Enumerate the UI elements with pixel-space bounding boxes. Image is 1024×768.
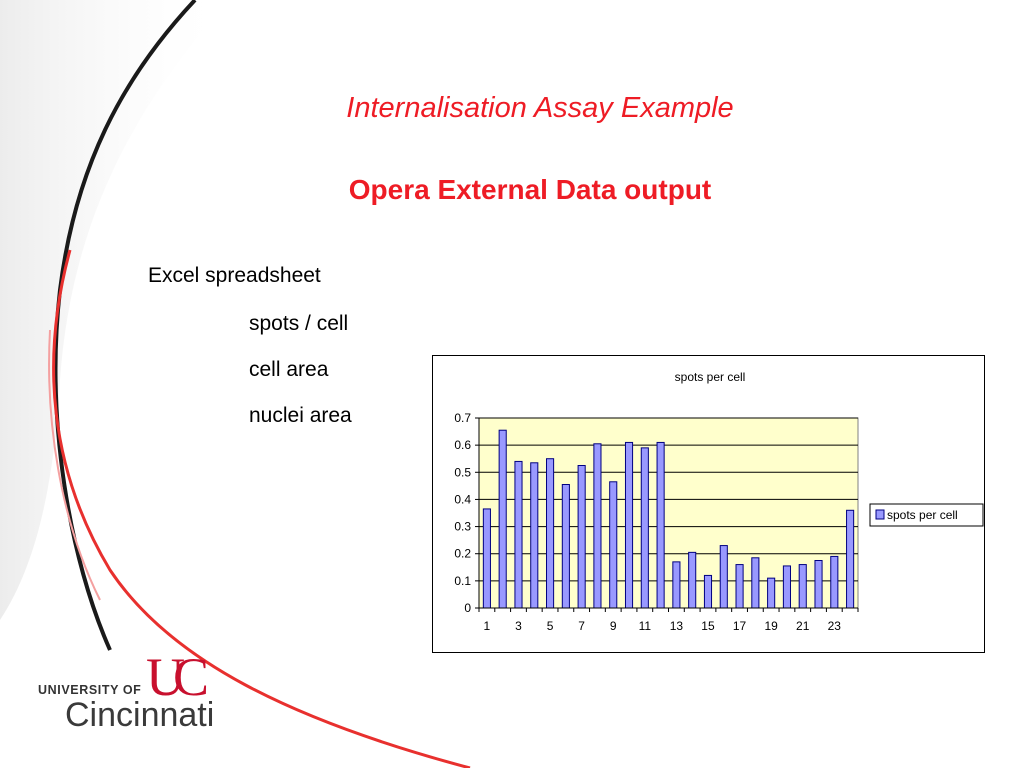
bullet-item: nuclei area <box>249 404 352 427</box>
x-tick-label: 15 <box>701 619 715 633</box>
bullet-item: spots / cell <box>249 312 349 335</box>
bar <box>530 462 539 609</box>
bar <box>672 561 681 609</box>
x-tick-label: 3 <box>515 619 522 633</box>
legend-swatch <box>875 509 885 520</box>
university-logo: UNIVERSITY OF Cincinnati UC <box>38 647 219 734</box>
bar <box>624 441 634 609</box>
axes <box>478 418 858 609</box>
logo-university-of: UNIVERSITY OF <box>38 683 141 697</box>
legend-label: spots per cell <box>887 508 958 522</box>
x-tick-label: 9 <box>610 619 617 633</box>
x-tick-label: 11 <box>639 619 652 633</box>
bar <box>830 555 839 609</box>
bars <box>482 429 855 609</box>
x-tick-label: 19 <box>764 619 778 633</box>
x-tick-label: 21 <box>796 619 810 633</box>
bar <box>498 429 507 609</box>
logo-cincinnati: Cincinnati <box>65 696 214 734</box>
bar <box>640 447 649 609</box>
x-axis-ticks: 1 3 5 7 9 11 13 15 17 19 21 23 <box>478 608 859 633</box>
x-tick-label: 7 <box>578 619 585 633</box>
chart-title: spots per cell <box>675 370 746 384</box>
bar <box>514 460 523 609</box>
bar <box>751 557 760 609</box>
bullet-item: cell area <box>249 358 329 381</box>
bar <box>782 565 791 609</box>
bar <box>798 564 807 609</box>
y-tick-label: 0.5 <box>454 465 471 479</box>
x-tick-label: 1 <box>484 619 491 633</box>
bar <box>593 443 602 609</box>
legend-box <box>869 503 984 527</box>
bar <box>656 441 665 609</box>
bar <box>719 545 728 609</box>
y-tick-label: 0.1 <box>454 574 471 588</box>
bar <box>546 458 555 609</box>
bar <box>577 465 586 609</box>
y-axis-ticks: 0 0.1 0.2 0.3 0.4 0.5 0.6 0.7 <box>454 411 479 615</box>
y-tick-label: 0 <box>464 601 471 615</box>
bar <box>609 481 618 609</box>
y-tick-label: 0.2 <box>454 547 471 561</box>
bar <box>767 577 776 609</box>
slide-subtitle: Opera External Data output <box>348 174 712 205</box>
bar <box>703 574 713 609</box>
x-tick-label: 23 <box>828 619 842 633</box>
x-tick-label: 17 <box>733 619 747 633</box>
slide-title: Internalisation Assay Example <box>346 92 734 124</box>
bar <box>561 484 570 609</box>
bar <box>735 564 744 609</box>
y-tick-label: 0.3 <box>454 520 471 534</box>
x-tick-label: 5 <box>547 619 554 633</box>
bar <box>688 551 697 609</box>
y-tick-label: 0.4 <box>454 492 471 506</box>
y-tick-label: 0.6 <box>454 438 471 452</box>
bar <box>482 508 491 609</box>
legend: spots per cell <box>869 503 984 527</box>
y-tick-label: 0.7 <box>454 411 471 425</box>
bar <box>846 509 855 609</box>
x-tick-label: 13 <box>670 619 684 633</box>
bar <box>814 560 823 609</box>
bullet-item: Excel spreadsheet <box>148 264 321 287</box>
